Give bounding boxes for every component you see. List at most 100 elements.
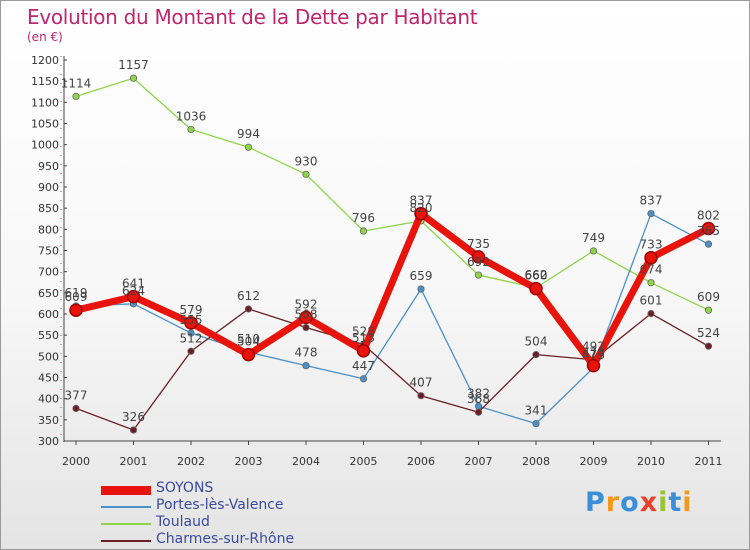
x-tick-label: 2005: [350, 455, 378, 468]
logo-letter: t: [668, 487, 683, 518]
data-label: 555: [180, 313, 203, 327]
data-label: 382: [467, 386, 490, 400]
data-label: 512: [180, 331, 203, 345]
legend-label-charmes-sur-rhone: Charmes-sur-Rhône: [156, 531, 295, 547]
y-tick-label: 650: [38, 287, 59, 300]
data-point: [129, 74, 138, 82]
y-tick-label: 300: [38, 435, 59, 448]
data-label: 407: [410, 376, 433, 390]
data-point: [474, 408, 483, 416]
data-point: [704, 306, 713, 314]
data-label: 837: [640, 194, 663, 208]
data-label: 1036: [176, 109, 207, 123]
data-label: 510: [237, 332, 260, 346]
x-tick-label: 2000: [62, 455, 90, 468]
data-label: 659: [410, 269, 433, 283]
data-label: 504: [525, 335, 548, 349]
data-point: [704, 342, 713, 350]
data-label: 930: [295, 154, 318, 168]
data-label: 749: [582, 231, 605, 245]
data-label: 504: [237, 335, 260, 349]
legend-item-toulaud: Toulaud: [101, 514, 361, 532]
legend-label-toulaud: Toulaud: [156, 514, 210, 530]
data-point: [359, 227, 368, 235]
logo-letter: x: [639, 487, 659, 518]
data-label: 609: [65, 290, 88, 304]
data-label: 692: [467, 255, 490, 269]
data-point: [644, 250, 658, 265]
y-tick-label: 850: [38, 202, 59, 215]
data-point: [532, 420, 540, 428]
data-point: [589, 247, 598, 255]
y-tick-label: 600: [38, 308, 59, 321]
data-label: 447: [352, 359, 375, 373]
data-label: 624: [122, 284, 145, 298]
data-label: 513: [352, 331, 375, 345]
data-point: [244, 305, 253, 313]
data-label: 837: [410, 194, 433, 208]
legend-item-portes-les-valence: Portes-lès-Valence: [101, 497, 361, 515]
data-point: [126, 289, 141, 304]
data-point: [244, 143, 253, 151]
x-tick-label: 2011: [695, 455, 723, 468]
y-tick-label: 350: [38, 414, 59, 427]
data-point: [129, 426, 138, 434]
data-label: 478: [295, 346, 318, 360]
legend-label-portes-les-valence: Portes-lès-Valence: [156, 497, 284, 513]
series-line-toulaud: [75, 77, 710, 311]
logo-letter: i: [658, 487, 669, 518]
data-point: [647, 210, 655, 218]
data-point: [532, 351, 540, 359]
data-label: 568: [295, 308, 318, 322]
data-label: 765: [697, 224, 720, 238]
x-tick-label: 2006: [407, 455, 435, 468]
data-label: 368: [467, 392, 490, 406]
y-tick-label: 800: [38, 223, 59, 236]
data-label: 796: [352, 211, 375, 225]
y-tick-label: 1050: [31, 118, 59, 131]
logo-letter: P: [585, 487, 606, 518]
data-point: [69, 303, 83, 317]
x-tick-label: 2002: [177, 455, 205, 468]
data-label: 473: [582, 348, 605, 362]
x-tick-label: 2010: [637, 455, 665, 468]
data-point: [187, 329, 195, 337]
chart-title: Evolution du Montant de la Dette par Hab…: [27, 5, 478, 29]
data-label: 641: [122, 277, 145, 291]
data-label: 662: [525, 268, 548, 282]
y-tick-label: 1100: [31, 96, 59, 109]
data-label: 619: [65, 286, 88, 300]
data-point: [647, 309, 655, 318]
logo-letter: r: [605, 487, 621, 518]
data-label: 528: [352, 324, 375, 338]
y-tick-label: 550: [38, 329, 59, 342]
y-tick-label: 750: [38, 245, 59, 258]
x-tick-label: 2001: [120, 455, 148, 468]
data-label: 820: [410, 201, 433, 215]
data-point: [529, 281, 543, 296]
data-label: 1114: [61, 76, 92, 90]
data-label: 478: [582, 346, 605, 360]
x-tick-label: 2003: [235, 455, 263, 468]
data-point: [701, 221, 716, 236]
data-label: 994: [237, 127, 260, 141]
data-point: [72, 404, 80, 413]
logo-letter: i: [682, 487, 693, 518]
data-label: 377: [65, 388, 88, 402]
data-label: 524: [697, 326, 720, 340]
y-tick-label: 400: [38, 393, 59, 406]
y-tick-label: 700: [38, 266, 59, 279]
data-point: [356, 344, 371, 358]
y-tick-label: 1150: [31, 75, 59, 88]
legend-swatch-toulaud: [101, 523, 151, 525]
data-point: [647, 279, 655, 287]
data-point: [359, 375, 368, 383]
data-point: [417, 285, 425, 293]
data-label: 601: [640, 294, 663, 308]
data-point: [241, 347, 256, 362]
data-point: [299, 310, 313, 325]
y-tick-label: 450: [38, 372, 59, 385]
legend-swatch-soyons: [101, 486, 151, 495]
data-label: 733: [640, 238, 663, 252]
